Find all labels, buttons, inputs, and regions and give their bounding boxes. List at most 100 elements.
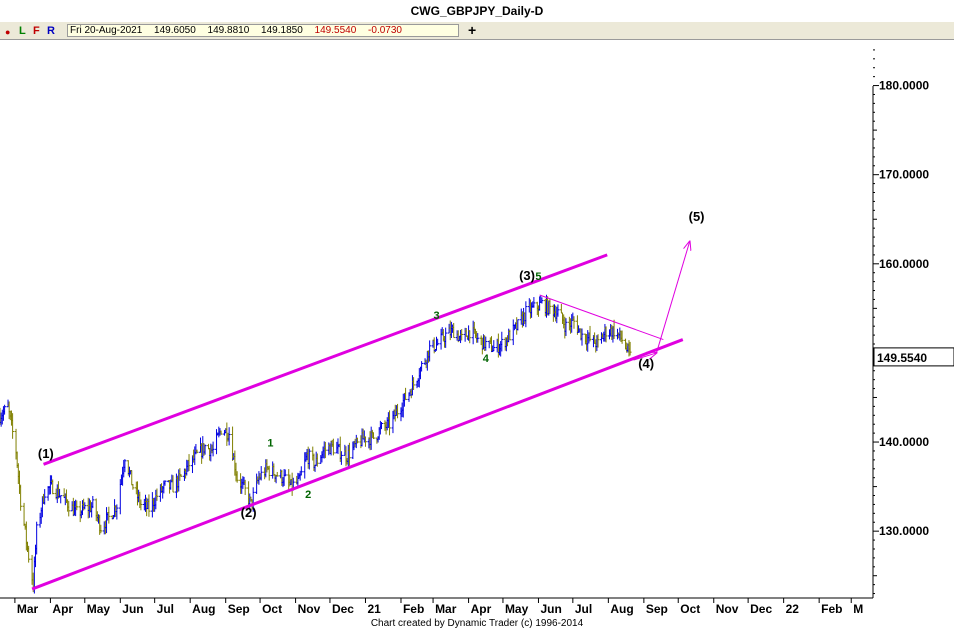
projection-arrow[interactable]: [633, 353, 657, 361]
price-bar: [51, 479, 55, 495]
x-tick-label: Feb: [821, 602, 842, 616]
wave-label-major: (3): [519, 268, 535, 283]
price-bar: [107, 506, 111, 524]
x-tick-label: Aug: [610, 602, 633, 616]
last-price-box: [873, 347, 954, 367]
price-bar: [380, 422, 384, 430]
wave-label-major: (5): [689, 209, 705, 224]
price-bar: [19, 484, 23, 511]
price-bar: [588, 325, 592, 342]
x-tick-label: Jun: [540, 602, 561, 616]
ohlc-readout: Fri 20-Aug-2021 149.6050 149.8810 149.18…: [67, 24, 459, 37]
wave-label-minor: 1: [267, 437, 273, 449]
price-bar: [179, 474, 183, 477]
price-bar: [420, 361, 424, 372]
x-tick-label: M: [853, 602, 863, 616]
price-bar: [516, 319, 520, 331]
price-bar: [323, 441, 327, 459]
toolbar-button-f[interactable]: F: [33, 25, 40, 37]
price-bar: [548, 298, 552, 314]
x-axis: Mar Apr May Jun Jul Aug Sep Oct Nov Dec 21 Feb Mar Ap…: [0, 597, 873, 616]
x-tick-label: Jul: [575, 602, 592, 616]
price-bar: [500, 331, 504, 352]
price-bar: [115, 504, 119, 520]
y-tick-label: 160.0000: [879, 257, 929, 271]
price-bar: [363, 436, 367, 447]
price-bar: [91, 495, 95, 509]
wave-label-minor: 5: [535, 271, 541, 283]
x-tick-label: Mar: [17, 602, 39, 616]
price-bar: [155, 488, 159, 501]
price-bar: [123, 459, 127, 473]
price-bar: [203, 444, 207, 455]
price-bar: [572, 316, 576, 329]
price-bar: [355, 437, 359, 444]
price-bar: [339, 451, 343, 465]
x-tick-label: 21: [367, 602, 381, 616]
price-bar: [283, 469, 287, 477]
price-chart[interactable]: (1) (2) (3) (4) (5) 1 2 3 4 5 130.0000 140.0000 160…: [0, 41, 954, 617]
price-bar: [428, 340, 432, 362]
chart-credit: Chart created by Dynamic Trader (c) 1996…: [370, 618, 584, 629]
title-bar: CWG_GBPJPY_Daily-D: [0, 0, 954, 22]
price-bar: [75, 500, 79, 511]
price-bar: [171, 475, 175, 493]
wave-label-major: (1): [38, 446, 54, 461]
wave-label-major: (4): [638, 356, 654, 371]
toolbar-button-l[interactable]: L: [19, 25, 26, 37]
price-bar: [508, 329, 512, 341]
wave-label-minor: 4: [483, 353, 490, 365]
wave-label-minor: 3: [433, 310, 439, 322]
price-bar: [83, 502, 87, 510]
price-bar: [59, 495, 63, 504]
price-bar: [67, 500, 71, 517]
toolbar-button-r[interactable]: R: [47, 25, 55, 37]
price-bar: [524, 301, 528, 328]
channel-line[interactable]: [539, 294, 664, 341]
price-bar: [476, 333, 480, 343]
ohlc-open: 149.6050: [154, 25, 196, 36]
x-tick-label: 22: [786, 602, 800, 616]
channel-line[interactable]: [43, 253, 608, 466]
x-tick-label: May: [505, 602, 529, 616]
price-bar: [211, 441, 215, 457]
price-bar: [612, 319, 616, 339]
price-bar: [580, 328, 584, 346]
ohlc-high: 149.8810: [207, 25, 250, 36]
price-bar: [259, 466, 263, 481]
price-bar: [163, 480, 167, 486]
toolbar: ● L F R Fri 20-Aug-2021 149.6050 149.881…: [0, 22, 954, 40]
projection-arrow[interactable]: [655, 242, 689, 354]
price-bar: [307, 448, 311, 470]
price-bar: [22, 502, 26, 526]
last-price-label: 149.5540: [877, 351, 927, 365]
price-bar: [444, 327, 448, 348]
price-bar: [275, 471, 279, 477]
price-bar: [11, 413, 15, 439]
x-tick-label: Dec: [750, 602, 772, 616]
wave-label-major: (2): [241, 505, 257, 520]
price-bar: [35, 521, 39, 555]
price-bar: [404, 387, 408, 401]
x-tick-label: Oct: [680, 602, 700, 616]
price-bar: [131, 484, 135, 490]
price-bar: [412, 377, 416, 391]
wave-label-minor: 2: [305, 489, 311, 501]
ohlc-change: -0.0730: [368, 25, 402, 36]
x-tick-label: Feb: [403, 602, 424, 616]
price-bar: [235, 471, 239, 483]
add-icon[interactable]: +: [468, 22, 477, 38]
price-bar: [243, 479, 247, 495]
price-bar: [436, 338, 440, 346]
price-bar: [195, 449, 199, 454]
price-bar: [388, 410, 392, 436]
y-tick-label: 140.0000: [879, 435, 929, 449]
price-bar: [620, 330, 624, 344]
ohlc-date: Fri 20-Aug-2021: [70, 25, 143, 36]
price-bar: [27, 545, 31, 563]
ohlc-low: 149.1850: [261, 25, 303, 36]
channel-line[interactable]: [31, 338, 684, 591]
price-bar: [331, 438, 335, 456]
price-bar: [315, 453, 319, 467]
x-tick-label: Jun: [122, 602, 143, 616]
